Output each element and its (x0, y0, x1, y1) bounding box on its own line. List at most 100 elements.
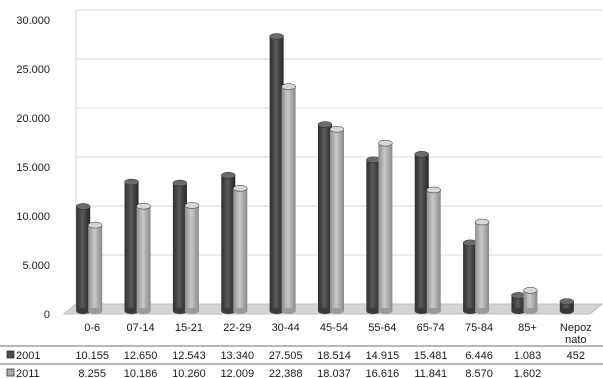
bar-body (269, 36, 284, 312)
data-label: 27.505 (269, 350, 303, 362)
bar-top (317, 121, 333, 128)
bar-top (414, 151, 429, 158)
legend-label: 2001 (16, 350, 40, 362)
data-label: 12.009 (220, 368, 254, 378)
data-label: 452 (567, 350, 585, 362)
data-table: 2001 10.155 12.650 12.543 13.340 27.505 18.514… (0, 345, 603, 378)
bar-body (559, 301, 574, 311)
data-label: 10.186 (124, 368, 158, 378)
category-label: 85+ (518, 322, 537, 334)
bar-2001-1 (124, 178, 139, 314)
legend-swatch-2011 (6, 368, 15, 377)
bar-body (184, 205, 199, 311)
bar-base (366, 308, 381, 314)
bar-2011-9 (523, 287, 538, 314)
bar-top (378, 139, 393, 147)
bar-body (330, 129, 344, 311)
data-label: 8.570 (465, 368, 493, 378)
bar-base (475, 308, 490, 314)
data-label: 22.388 (269, 368, 303, 378)
bar-base (124, 308, 139, 314)
bars (75, 33, 575, 314)
category-label: 65-74 (417, 322, 445, 334)
bar-2011-0 (87, 221, 103, 314)
bar-body (475, 222, 490, 311)
bar-body (281, 86, 296, 312)
y-tick-label: 25.000 (16, 64, 50, 76)
bar-base (559, 308, 574, 314)
bar-2001-5 (317, 121, 333, 314)
bar-body (414, 154, 429, 311)
category-label: 22-29 (223, 322, 251, 334)
bar-2001-8 (462, 239, 478, 314)
data-label: 12.543 (172, 350, 206, 362)
y-tick-label: 0 (44, 309, 50, 321)
bar-body (366, 159, 381, 311)
bar-2001-9 (511, 292, 526, 314)
bar-top (233, 185, 248, 192)
bar-body (88, 225, 103, 311)
category-label: 0-6 (84, 322, 100, 334)
bar-base (136, 308, 151, 314)
y-axis-ticks: 0 5.000 10.000 15.000 20.000 25.000 30.000 (16, 15, 50, 321)
category-label: Nepoz nato (560, 322, 592, 346)
data-label: 1.602 (514, 368, 542, 378)
bar-body (124, 182, 139, 311)
bar-base (76, 308, 91, 314)
bar-body (136, 206, 151, 311)
data-label: 1.083 (514, 350, 542, 362)
category-label: 30-44 (272, 322, 300, 334)
bar-top (269, 33, 284, 40)
bar-body (463, 242, 478, 311)
bar-body (426, 189, 441, 311)
bar-top (281, 83, 296, 90)
y-tick-label: 5.000 (22, 260, 50, 272)
legend-swatch-2001 (6, 350, 15, 359)
bar-2011-2 (184, 202, 200, 314)
data-label: 18.514 (317, 350, 351, 362)
bar-top (75, 203, 91, 210)
bar-2001-0 (75, 203, 91, 314)
bar-2011-6 (378, 139, 393, 314)
bar-top (221, 172, 236, 179)
data-label: 18.037 (317, 368, 351, 378)
bar-top (462, 239, 478, 247)
bar-base (172, 308, 187, 314)
bar-base (88, 308, 103, 314)
bar-base (233, 308, 248, 314)
bar-top (136, 202, 151, 210)
data-label: 12.650 (124, 350, 158, 362)
bar-2011-3 (233, 185, 248, 314)
category-label: 15-21 (175, 322, 203, 334)
bar-base (269, 308, 284, 314)
data-label: 11.841 (414, 368, 447, 378)
y-tick-label: 15.000 (16, 162, 50, 174)
bar-2011-1 (136, 202, 151, 314)
category-label: 45-54 (320, 322, 348, 334)
bar-top (511, 292, 526, 299)
bar-body (172, 183, 187, 311)
bar-2001-7 (414, 151, 429, 314)
bar-2011-4 (281, 83, 296, 314)
bar-base (378, 308, 393, 314)
bar-base (426, 308, 441, 314)
bar-base (184, 308, 199, 314)
bar-base (318, 308, 332, 314)
bar-top (87, 221, 103, 229)
y-tick-label: 10.000 (16, 211, 50, 223)
bar-top (474, 218, 490, 226)
bar-2001-3 (221, 172, 236, 314)
bar-top (366, 156, 381, 164)
data-label: 8.255 (78, 368, 106, 378)
bar-top (329, 125, 345, 133)
bar-2011-8 (474, 218, 490, 314)
category-label: 55-64 (368, 322, 396, 334)
bar-2001-4 (269, 33, 284, 314)
data-label: 15.481 (414, 350, 448, 362)
bar-base (414, 308, 429, 314)
data-label: 13.340 (220, 350, 254, 362)
category-label: 75-84 (465, 322, 493, 334)
bar-2011-7 (426, 186, 441, 314)
bar-body (221, 175, 236, 311)
